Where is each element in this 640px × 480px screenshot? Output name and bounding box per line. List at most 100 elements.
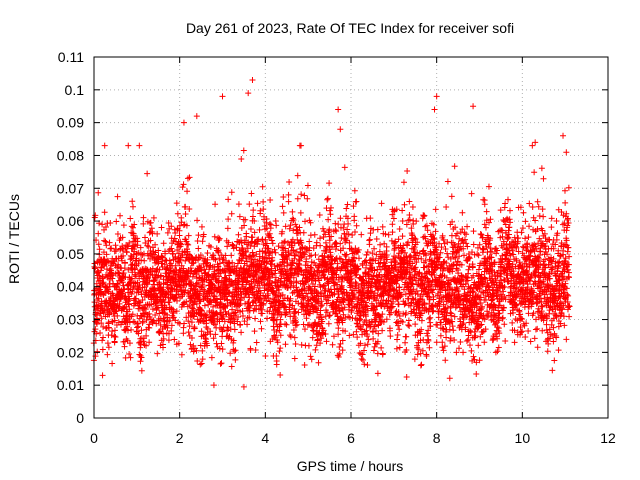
- data-point: [176, 227, 183, 234]
- data-point: [203, 311, 210, 318]
- data-point: [152, 241, 159, 248]
- data-point: [102, 238, 109, 245]
- data-point: [426, 344, 433, 351]
- data-point: [131, 221, 138, 228]
- data-point: [301, 326, 308, 333]
- data-point: [405, 322, 412, 329]
- data-point: [446, 375, 453, 382]
- data-point: [339, 347, 346, 354]
- data-point: [358, 355, 365, 362]
- data-point: [505, 196, 512, 203]
- data-point: [199, 347, 206, 354]
- data-point: [358, 231, 365, 238]
- data-point: [315, 359, 322, 366]
- data-point: [237, 295, 244, 302]
- data-point: [136, 281, 143, 288]
- data-point: [222, 269, 229, 276]
- data-point: [102, 224, 109, 231]
- data-point: [404, 242, 411, 249]
- data-point: [225, 335, 232, 342]
- data-point: [335, 353, 342, 360]
- data-point: [135, 330, 142, 337]
- data-point: [135, 260, 142, 267]
- data-point: [544, 348, 551, 355]
- data-point: [204, 256, 211, 263]
- data-point: [317, 235, 324, 242]
- data-point: [218, 360, 225, 367]
- data-point: [501, 321, 508, 328]
- data-point: [396, 344, 403, 351]
- data-point: [175, 340, 182, 347]
- data-point: [332, 239, 339, 246]
- data-point: [306, 238, 313, 245]
- data-point: [182, 257, 189, 264]
- data-point: [184, 240, 191, 247]
- data-point: [481, 201, 488, 208]
- data-point: [400, 179, 407, 186]
- data-point: [99, 346, 106, 353]
- data-point: [499, 314, 506, 321]
- data-point: [163, 266, 170, 273]
- data-point: [105, 344, 112, 351]
- data-point: [379, 351, 386, 358]
- data-point: [529, 142, 536, 149]
- data-point: [378, 200, 385, 207]
- data-point: [509, 319, 516, 326]
- data-point: [460, 349, 467, 356]
- data-point: [238, 329, 245, 336]
- data-point: [478, 231, 485, 238]
- data-point: [217, 260, 224, 267]
- data-point: [239, 244, 246, 251]
- data-point: [120, 252, 127, 259]
- data-point: [519, 225, 526, 232]
- data-point: [273, 222, 280, 229]
- data-point: [260, 198, 267, 205]
- data-point: [353, 198, 360, 205]
- data-point: [132, 295, 139, 302]
- data-point: [418, 361, 425, 368]
- data-point: [276, 348, 283, 355]
- data-point: [138, 367, 145, 374]
- data-point: [156, 310, 163, 317]
- data-point: [531, 169, 538, 176]
- data-point: [144, 281, 151, 288]
- data-point: [216, 235, 223, 242]
- data-point: [138, 354, 145, 361]
- data-point: [161, 261, 168, 268]
- data-point: [359, 351, 366, 358]
- data-point: [364, 362, 371, 369]
- data-point: [129, 224, 136, 231]
- data-point: [482, 224, 489, 231]
- data-point: [292, 341, 299, 348]
- data-point: [540, 175, 547, 182]
- data-point: [233, 244, 240, 251]
- data-point: [197, 342, 204, 349]
- data-point: [456, 345, 463, 352]
- data-point: [188, 335, 195, 342]
- data-point: [412, 321, 419, 328]
- data-point: [241, 294, 248, 301]
- data-point: [98, 315, 105, 322]
- data-point: [241, 222, 248, 229]
- data-point: [125, 296, 132, 303]
- data-point: [139, 296, 146, 303]
- data-point: [191, 325, 198, 332]
- data-point: [351, 228, 358, 235]
- data-point: [525, 328, 532, 335]
- data-point: [470, 228, 477, 235]
- data-point: [186, 290, 193, 297]
- data-point: [198, 307, 205, 314]
- data-point: [285, 191, 292, 198]
- data-point: [252, 346, 259, 353]
- data-point: [137, 358, 144, 365]
- data-point: [525, 234, 532, 241]
- data-point: [194, 217, 201, 224]
- data-point: [337, 215, 344, 222]
- data-point: [171, 235, 178, 242]
- data-point: [225, 239, 232, 246]
- data-point: [140, 220, 147, 227]
- data-point: [253, 251, 260, 258]
- data-point: [543, 321, 550, 328]
- data-point: [128, 326, 135, 333]
- data-point: [191, 313, 198, 320]
